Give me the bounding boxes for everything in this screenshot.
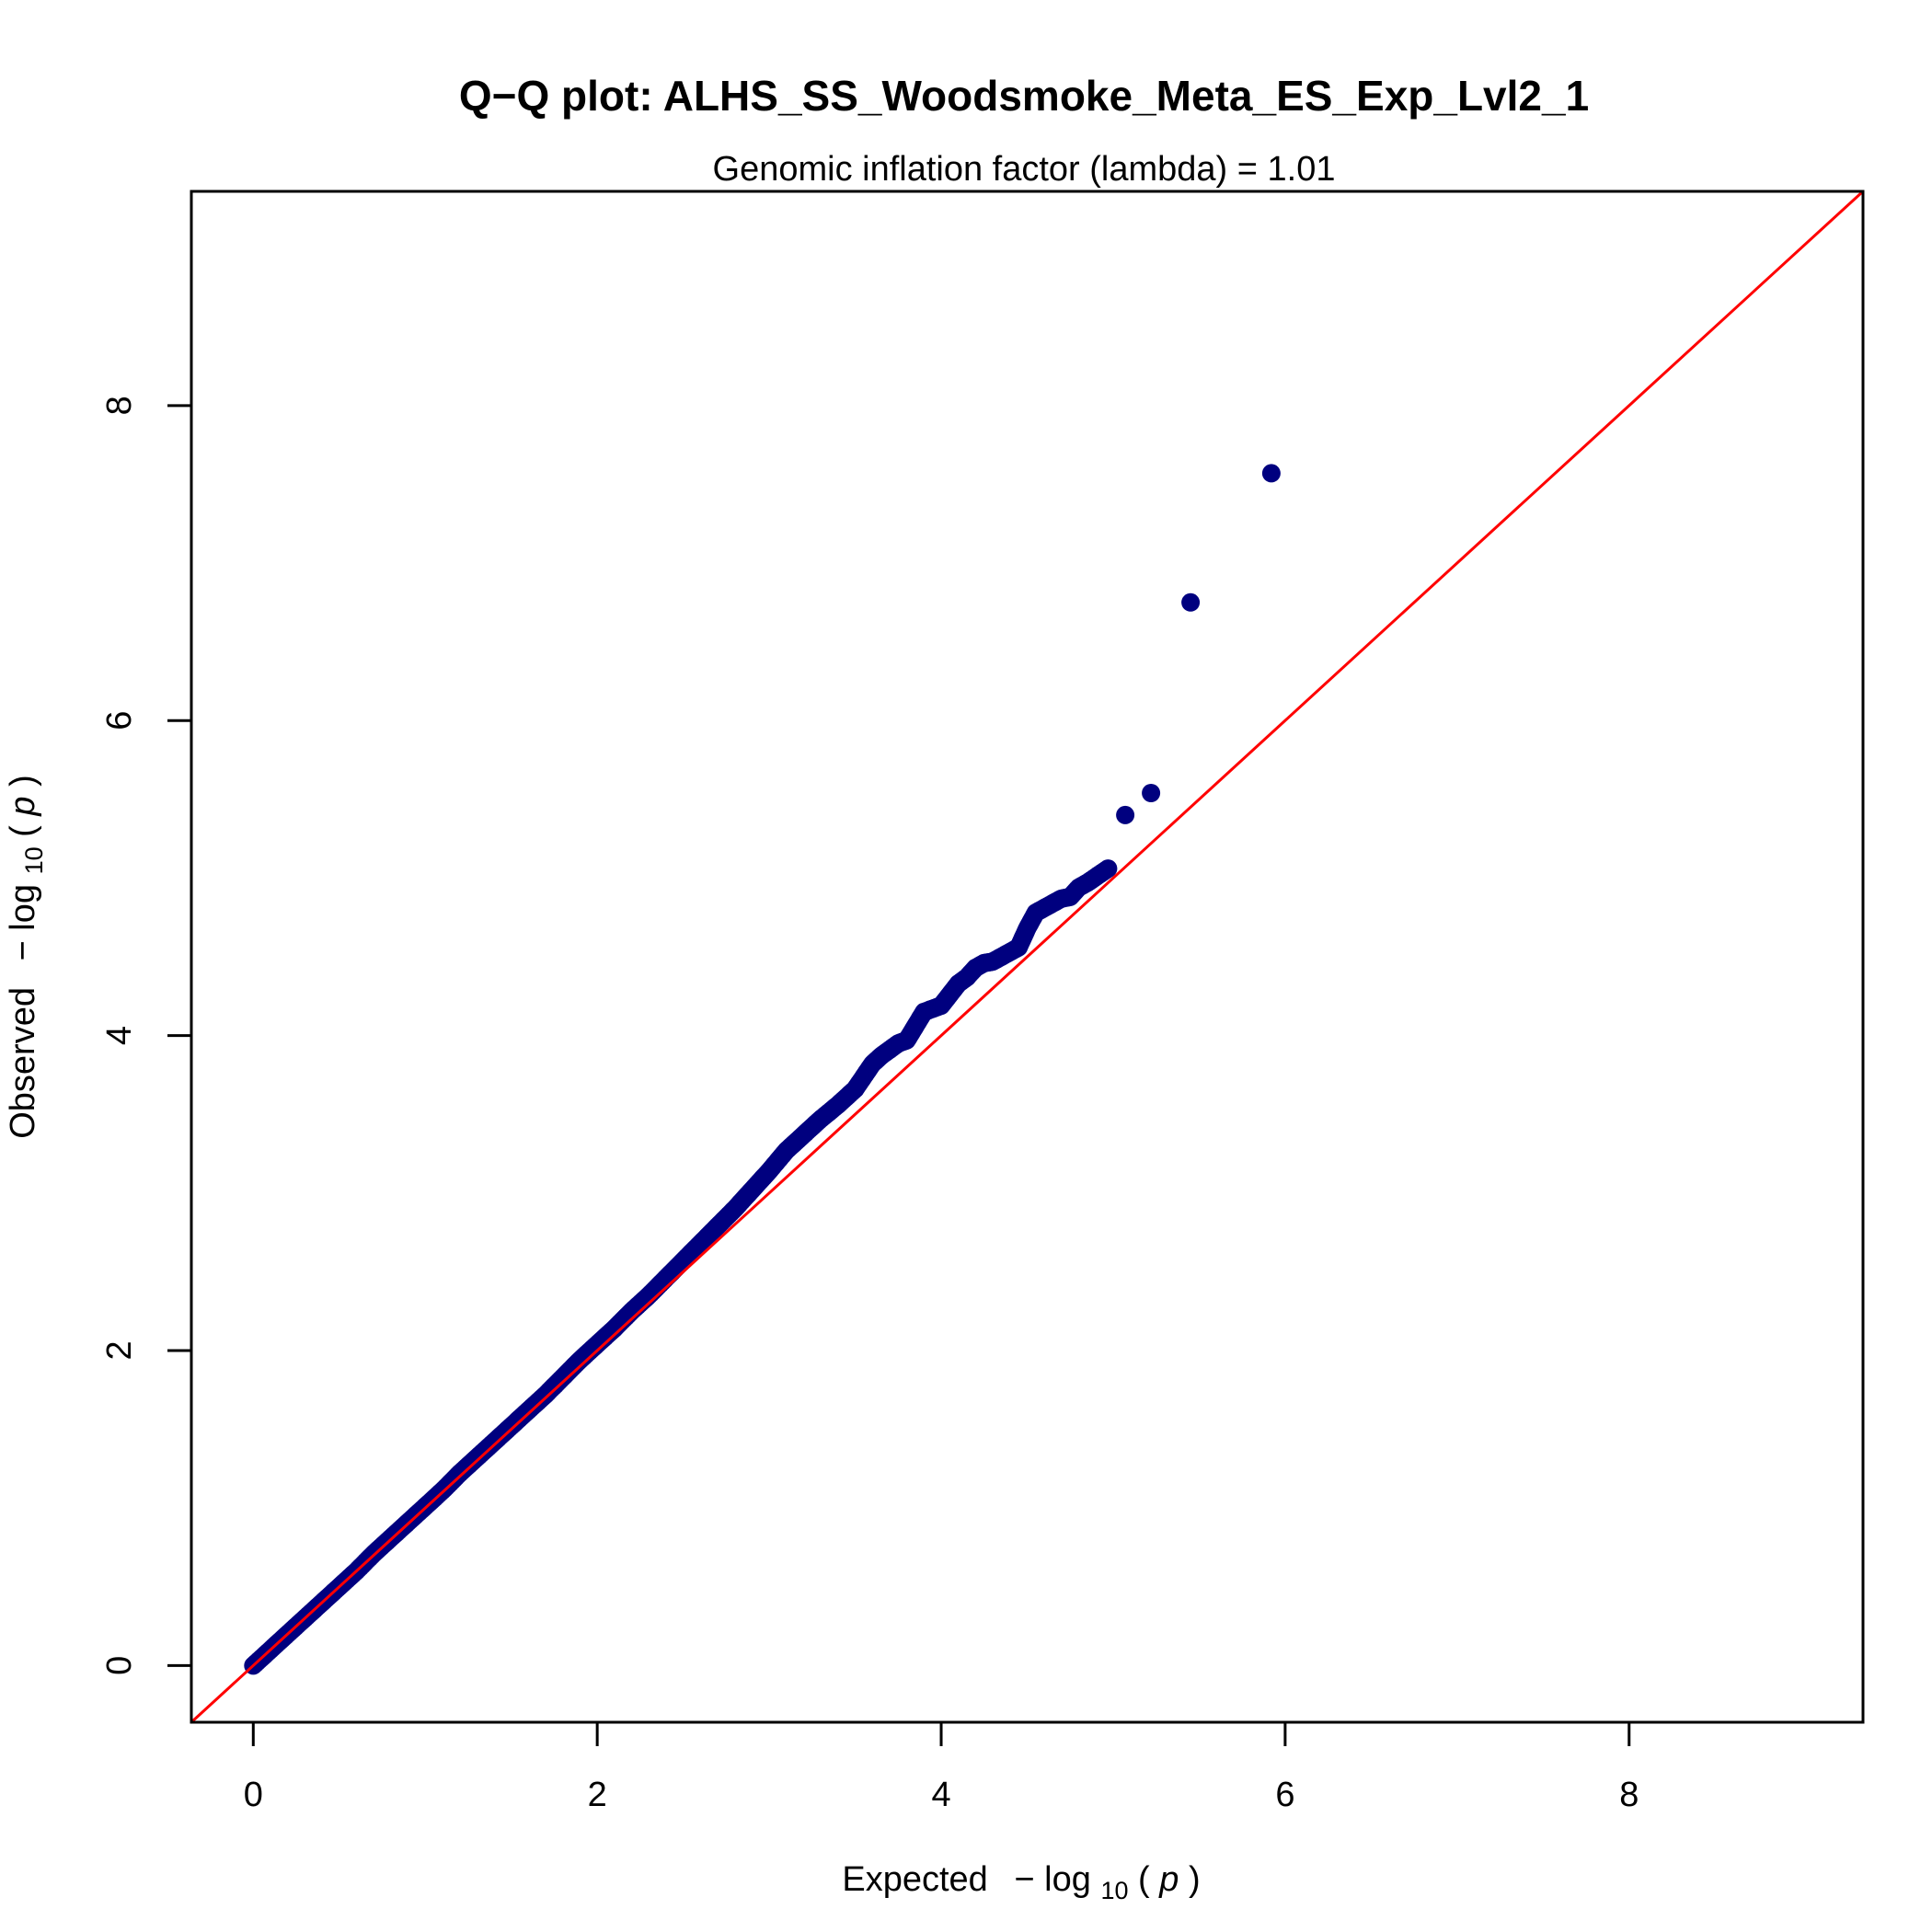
y-axis: 0 2 4 6 8 — [100, 396, 193, 1675]
x-tick-label: 0 — [244, 1776, 263, 1814]
x-axis-label: Expected − log 10 ( p ) — [842, 1860, 1200, 1907]
y-axis-label-arg: p — [4, 796, 42, 816]
x-axis-label-arg: p — [1158, 1860, 1179, 1899]
y-axis-label: Observed − log 10 ( p ) — [4, 775, 51, 1139]
y-axis-label-log: log — [4, 884, 42, 931]
y-axis-label-minus: − — [4, 940, 42, 960]
data-point — [1142, 784, 1161, 802]
x-axis-label-log: log — [1044, 1860, 1091, 1899]
data-point — [1098, 859, 1118, 879]
y-axis-label-close-paren: ) — [4, 775, 42, 787]
x-axis-label-sub: 10 — [1100, 1877, 1128, 1904]
x-axis: 0 2 4 6 8 — [244, 1720, 1639, 1814]
y-axis-label-prefix: Observed — [4, 987, 42, 1139]
data-point — [1181, 592, 1201, 612]
x-tick-label: 4 — [931, 1776, 950, 1814]
y-axis-label-sub: 10 — [20, 846, 48, 874]
x-tick-label: 2 — [588, 1776, 607, 1814]
data-point — [1261, 464, 1281, 483]
points-layer — [244, 464, 1281, 1675]
y-tick-label: 6 — [100, 711, 139, 730]
chart-subtitle: Genomic inflation factor (lambda) = 1.01 — [713, 150, 1336, 189]
y-tick-label: 2 — [100, 1340, 139, 1360]
chart-title: Q−Q plot: ALHS_SS_Woodsmoke_Meta_ES_Exp_… — [459, 72, 1589, 120]
data-point — [1116, 805, 1135, 824]
y-tick-label: 8 — [100, 396, 139, 415]
reference-line — [190, 190, 1865, 1724]
y-tick-label: 4 — [100, 1026, 139, 1045]
x-axis-label-close-paren: ) — [1189, 1860, 1201, 1899]
x-axis-label-minus: − — [1014, 1860, 1034, 1899]
y-tick-label: 0 — [100, 1656, 139, 1675]
x-axis-label-open-paren: ( — [1138, 1860, 1150, 1899]
x-axis-label-prefix: Expected — [842, 1860, 987, 1899]
y-axis-label-open-paren: ( — [4, 825, 42, 837]
reference-line-layer — [190, 190, 1865, 1724]
x-tick-label: 8 — [1619, 1776, 1639, 1814]
x-tick-label: 6 — [1275, 1776, 1294, 1814]
